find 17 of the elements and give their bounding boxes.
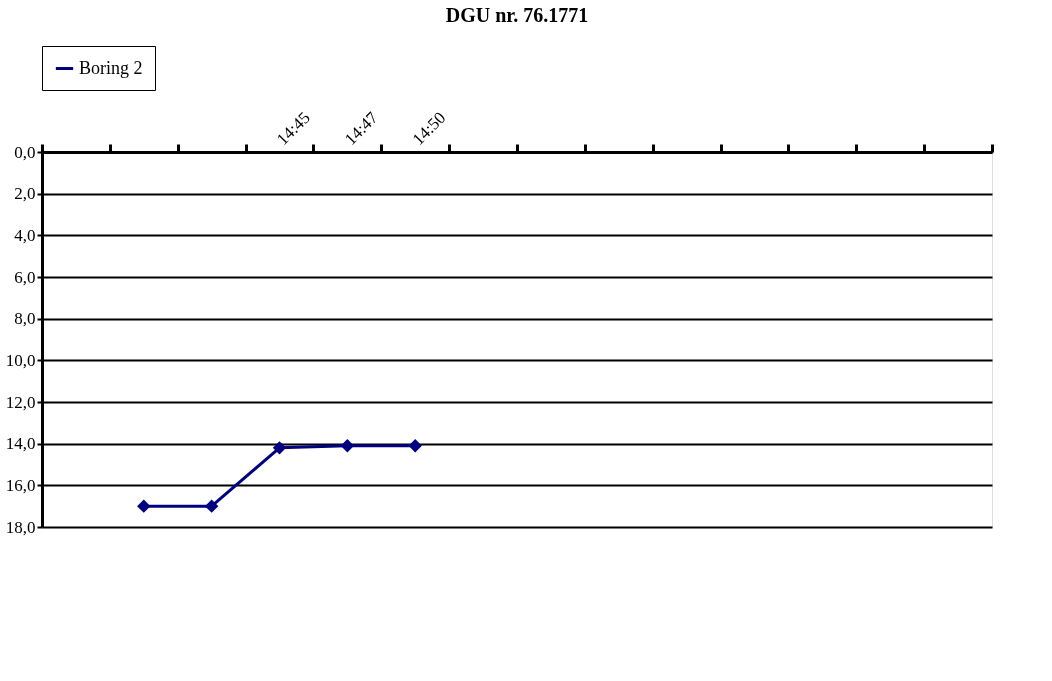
legend-label: Boring 2: [79, 57, 143, 78]
point: [340, 439, 355, 453]
point: [272, 441, 287, 455]
y-tick-label: 16,0: [5, 475, 36, 495]
y-tick-label: 18,0: [5, 517, 36, 537]
y-tick-label: 14,0: [5, 434, 36, 454]
point: [137, 499, 151, 513]
y-tick-label: 6,0: [14, 267, 36, 287]
y-tick-label: 0,0: [14, 142, 36, 162]
y-tick-label: 4,0: [14, 225, 36, 245]
chart-title: DGU nr. 76.1771: [445, 3, 589, 26]
y-tick-label: 12,0: [5, 392, 36, 412]
y-tick-label: 2,0: [14, 184, 36, 204]
y-tick-label: 8,0: [14, 309, 36, 329]
point: [408, 439, 422, 453]
point: [204, 499, 219, 513]
y-tick-label: 10,0: [5, 350, 36, 370]
